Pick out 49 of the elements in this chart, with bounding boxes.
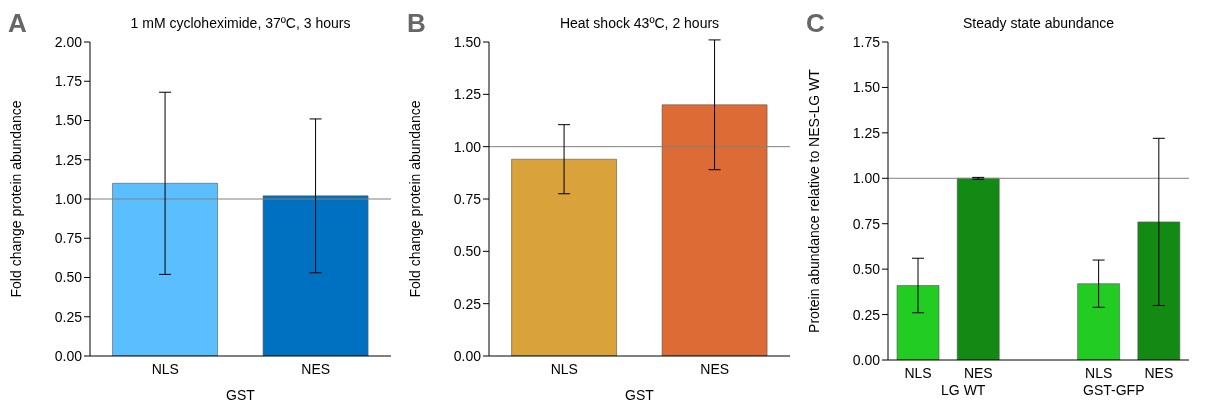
x-tick-label: NLS	[151, 360, 179, 377]
y-tick-label: 1.50	[453, 33, 482, 50]
y-tick-label: 1.50	[54, 112, 83, 129]
x-tick-label: NES	[700, 360, 730, 377]
text: GST-GFP	[1082, 382, 1146, 398]
bar	[896, 285, 940, 360]
text: B	[407, 8, 426, 39]
y-tick-label: 1.75	[54, 73, 83, 90]
text: A	[8, 8, 27, 39]
y-tick-label: 0.25	[852, 306, 881, 323]
text: LG WT	[940, 382, 987, 398]
y-axis-title: Protein abundance relative to NES-LG WT	[805, 68, 822, 333]
y-tick-label: 0.75	[453, 190, 482, 207]
x-axis-title: GST	[625, 387, 655, 403]
y-tick-label: 1.00	[54, 190, 83, 207]
y-tick-label: 1.75	[852, 33, 881, 50]
x-axis-title: GST	[226, 387, 256, 403]
chart-title: Steady state abundance	[962, 15, 1115, 31]
y-tick-label: 0.75	[54, 230, 83, 247]
bar	[1077, 283, 1120, 360]
y-tick-label: 1.25	[453, 86, 482, 103]
y-axis-title: Fold change protein abundance	[406, 100, 423, 298]
y-tick-label: 0.00	[54, 347, 83, 364]
y-tick-label: 1.25	[54, 151, 83, 168]
y-tick-label: 0.25	[453, 295, 482, 312]
x-tick-label: NLS	[550, 360, 578, 377]
bar	[956, 177, 1000, 360]
x-tick-label: NES	[301, 360, 331, 377]
x-tick-label: NLS	[904, 364, 932, 381]
y-tick-label: 1.50	[852, 79, 881, 96]
y-axis-title: Fold change protein abundance	[7, 100, 24, 298]
y-tick-label: 0.75	[852, 215, 881, 232]
y-tick-label: 1.00	[852, 170, 881, 187]
y-tick-label: 0.00	[852, 351, 881, 368]
x-tick-label: NLS	[1085, 364, 1113, 381]
y-tick-label: 2.00	[54, 33, 83, 50]
y-tick-label: 0.25	[54, 308, 83, 325]
y-tick-label: 0.50	[852, 261, 881, 278]
y-tick-label: 1.00	[453, 138, 482, 155]
chart-title: Heat shock 43ºC, 2 hours	[559, 15, 720, 31]
text: C	[806, 8, 825, 39]
y-tick-label: 0.50	[54, 269, 83, 286]
bar	[1137, 221, 1181, 360]
chart-title: 1 mM cycloheximide, 37ºC, 3 hours	[130, 15, 351, 31]
x-tick-label: NES	[1144, 364, 1174, 381]
y-tick-label: 1.25	[852, 124, 881, 141]
y-tick-label: 0.50	[453, 243, 482, 260]
y-tick-label: 0.00	[453, 347, 482, 364]
x-tick-label: NES	[963, 364, 993, 381]
